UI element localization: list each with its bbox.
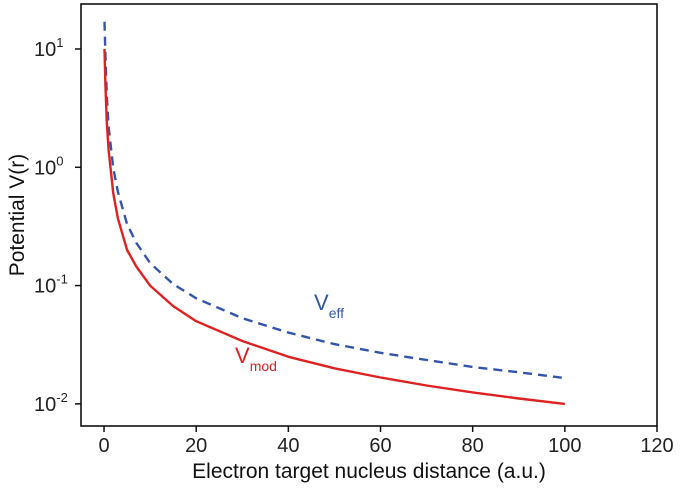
x-tick-label: 60: [369, 435, 391, 457]
x-tick-label: 20: [185, 435, 207, 457]
x-tick-label: 120: [640, 435, 673, 457]
x-tick-label: 80: [462, 435, 484, 457]
x-tick-label: 40: [277, 435, 299, 457]
x-tick-label: 0: [98, 435, 109, 457]
x-axis-title: Electron target nucleus distance (a.u.): [192, 460, 546, 483]
x-axis: 0 20 40 60 80 100 120: [98, 426, 674, 457]
y-axis: 101 100 10-1 10-2: [34, 35, 81, 416]
y-tick-label: 10-1: [34, 272, 68, 298]
series-label-vmod: Vmod: [235, 343, 277, 374]
series-line-vmod: [103, 48, 565, 406]
y-axis-title: Potential V(r): [6, 154, 29, 277]
series-label-veff: Veff: [314, 290, 344, 321]
y-tick-label: 100: [34, 153, 63, 179]
plot-frame: [80, 3, 658, 427]
x-tick-label: 100: [548, 435, 581, 457]
series-group: [103, 21, 565, 406]
y-tick-label: 10-2: [34, 390, 68, 416]
series-line-veff: [103, 21, 565, 380]
y-tick-label: 101: [34, 35, 63, 61]
